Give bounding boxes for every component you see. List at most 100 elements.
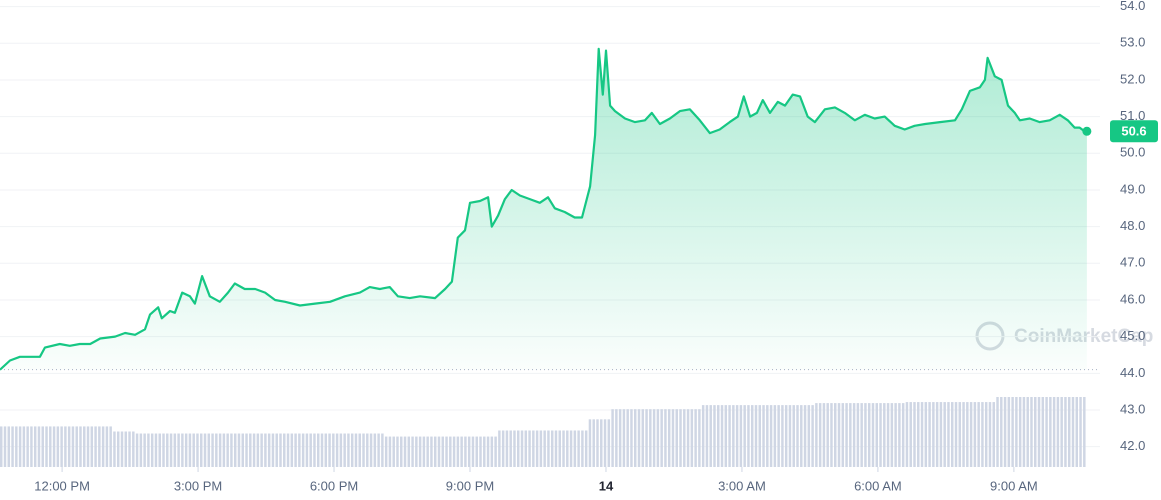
volume-stripe xyxy=(954,402,958,467)
volume-stripe xyxy=(309,433,312,467)
volume-stripe xyxy=(56,426,60,467)
volume-stripe xyxy=(1064,397,1067,467)
volume-stripe xyxy=(267,433,271,467)
volume-stripe xyxy=(532,430,535,467)
volume-stripe xyxy=(464,436,467,467)
volume-stripe xyxy=(724,405,728,467)
y-tick-label: 43.0 xyxy=(1120,401,1145,416)
volume-stripe xyxy=(766,405,769,467)
volume-stripe xyxy=(1018,397,1022,467)
volume-stripe xyxy=(554,430,558,467)
volume-stripe xyxy=(200,433,203,467)
x-tick-label: 9:00 AM xyxy=(990,478,1038,493)
volume-stripe xyxy=(196,433,199,467)
volume-stripe xyxy=(822,403,826,467)
volume-stripe xyxy=(347,433,350,467)
volume-stripe xyxy=(939,402,943,467)
y-tick-label: 53.0 xyxy=(1120,35,1145,50)
volume-stripe xyxy=(750,405,754,467)
volume-stripe xyxy=(871,403,875,467)
volume-stripe xyxy=(456,436,460,467)
volume-stripe xyxy=(803,405,807,467)
volume-stripe xyxy=(1026,397,1029,467)
volume-stripe xyxy=(230,433,233,467)
volume-stripe xyxy=(517,430,520,467)
volume-stripe xyxy=(592,419,595,467)
volume-stripe xyxy=(116,431,120,467)
volume-stripe xyxy=(264,433,267,467)
volume-stripe xyxy=(298,433,301,467)
volume-stripe xyxy=(403,436,407,467)
volume-stripe xyxy=(3,426,7,467)
volume-stripe xyxy=(26,426,29,467)
volume-stripe xyxy=(811,405,814,467)
volume-stripe xyxy=(67,426,71,467)
volume-stripe xyxy=(509,430,512,467)
volume-stripe xyxy=(98,426,101,467)
volume-stripe xyxy=(633,409,637,467)
volume-stripe xyxy=(94,426,97,467)
volume-stripe xyxy=(528,430,531,467)
volume-stripe xyxy=(86,426,90,467)
volume-stripe xyxy=(1067,397,1071,467)
volume-stripe xyxy=(754,405,758,467)
volume-stripe xyxy=(147,433,150,467)
volume-stripe xyxy=(988,402,992,467)
volume-stripe xyxy=(22,426,26,467)
volume-stripe xyxy=(867,403,871,467)
volume-stripe xyxy=(675,409,678,467)
volume-stripe xyxy=(1049,397,1052,467)
volume-stripe xyxy=(324,433,328,467)
volume-stripe xyxy=(588,419,592,467)
volume-stripe xyxy=(354,433,358,467)
volume-stripe xyxy=(407,436,411,467)
volume-stripe xyxy=(600,419,603,467)
volume-stripe xyxy=(973,402,977,467)
y-tick-label: 50.0 xyxy=(1120,145,1145,160)
volume-stripe xyxy=(615,409,618,467)
volume-stripe xyxy=(494,436,497,467)
volume-stripe xyxy=(539,430,543,467)
volume-stripe xyxy=(184,433,188,467)
price-tag xyxy=(1110,120,1158,143)
volume-stripe xyxy=(713,405,716,467)
volume-stripe xyxy=(705,405,709,467)
volume-stripe xyxy=(732,405,735,467)
volume-stripe xyxy=(777,405,780,467)
volume-stripe xyxy=(1037,397,1041,467)
volume-stripe xyxy=(384,436,388,467)
volume-stripe xyxy=(524,430,528,467)
volume-stripe xyxy=(573,430,577,467)
volume-stripe xyxy=(7,426,11,467)
volume-stripe xyxy=(645,409,648,467)
volume-stripe xyxy=(415,436,418,467)
volume-stripe xyxy=(962,402,965,467)
volume-stripe xyxy=(498,430,501,467)
volume-stripe xyxy=(596,419,599,467)
volume-stripe xyxy=(743,405,746,467)
volume-stripe xyxy=(335,433,339,467)
volume-stripe xyxy=(966,402,969,467)
price-line xyxy=(0,47,1088,371)
volume-stripe xyxy=(150,433,154,467)
volume-stripe xyxy=(452,436,456,467)
volume-stripe xyxy=(581,430,584,467)
volume-stripe xyxy=(717,405,720,467)
volume-stripe xyxy=(1007,397,1011,467)
volume-stripe xyxy=(664,409,667,467)
volume-stripe xyxy=(762,405,765,467)
volume-stripe xyxy=(901,403,905,467)
volume-stripe xyxy=(849,403,852,467)
volume-stripe xyxy=(301,433,305,467)
volume-stripe xyxy=(622,409,626,467)
volume-stripe xyxy=(550,430,554,467)
volume-stripe xyxy=(241,433,244,467)
volume-stripe xyxy=(203,433,207,467)
volume-stripe xyxy=(158,433,161,467)
volume-stripe xyxy=(1034,397,1037,467)
volume-stripe xyxy=(169,433,173,467)
y-tick-label: 52.0 xyxy=(1120,71,1145,86)
y-tick-label: 51.0 xyxy=(1120,108,1145,123)
x-tick-label: 6:00 PM xyxy=(310,478,358,493)
volume-stripe xyxy=(105,426,109,467)
